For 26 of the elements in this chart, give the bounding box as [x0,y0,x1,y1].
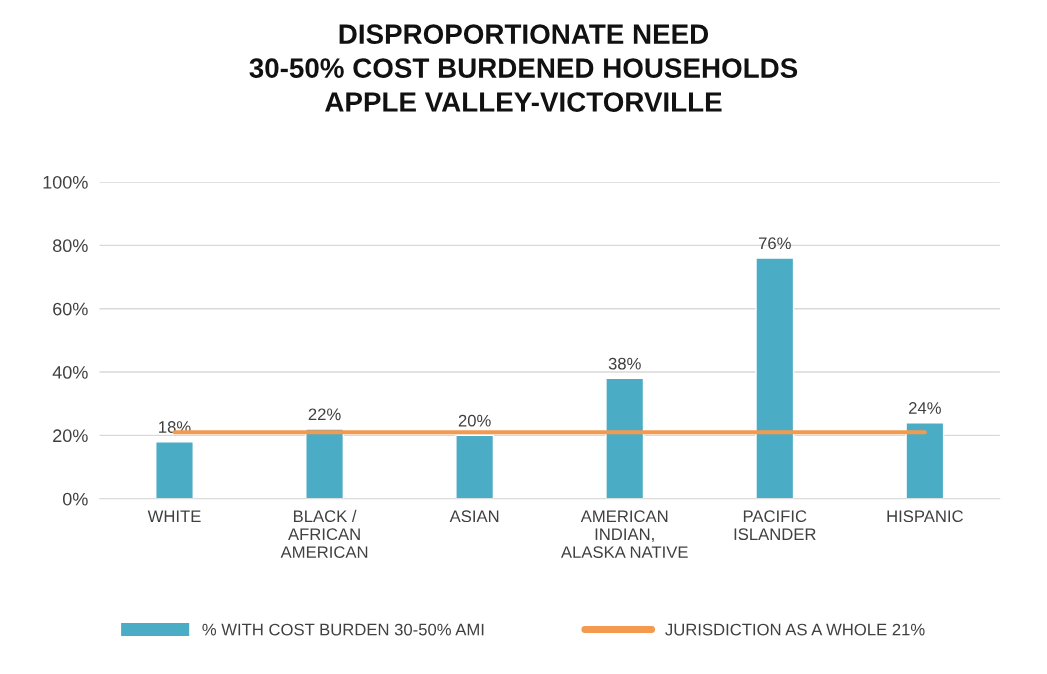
bar [155,441,194,499]
bar [905,422,945,499]
legend-label: JURISDICTION AS A WHOLE 21% [665,623,925,636]
y-tick-label: 100% [43,175,88,189]
data-label: 76% [758,237,791,250]
bar [605,377,645,499]
bar [305,428,345,499]
bar [455,434,495,499]
legend-label: % WITH COST BURDEN 30-50% AMI [202,623,484,636]
x-tick-label: AMERICAN INDIAN, ALASKA NATIVE [560,510,688,559]
y-tick-label: 40% [52,365,88,379]
x-tick-label: ASIAN [449,510,499,523]
x-tick-label: BLACK / AFRICAN AMERICAN [280,509,368,559]
y-tick-label: 0% [62,492,88,506]
x-tick-label: PACIFIC ISLANDER [734,510,816,541]
data-label: 22% [308,408,341,421]
x-tick-label: WHITE [147,510,201,522]
data-label: 38% [608,357,641,370]
bar [755,257,795,499]
y-tick-label: 80% [53,239,88,253]
data-label: 20% [458,414,491,427]
x-tick-label: HISPANIC [887,510,963,523]
chart-title: DISPROPORTIONATE NEED 30-50% COST BURDENED HOUSEHOLDS APPLE VALLEY-VICTORVILLE [249,24,798,112]
y-tick-label: 60% [53,302,88,316]
y-tick-label: 20% [53,429,88,443]
data-label: 24% [909,402,941,414]
